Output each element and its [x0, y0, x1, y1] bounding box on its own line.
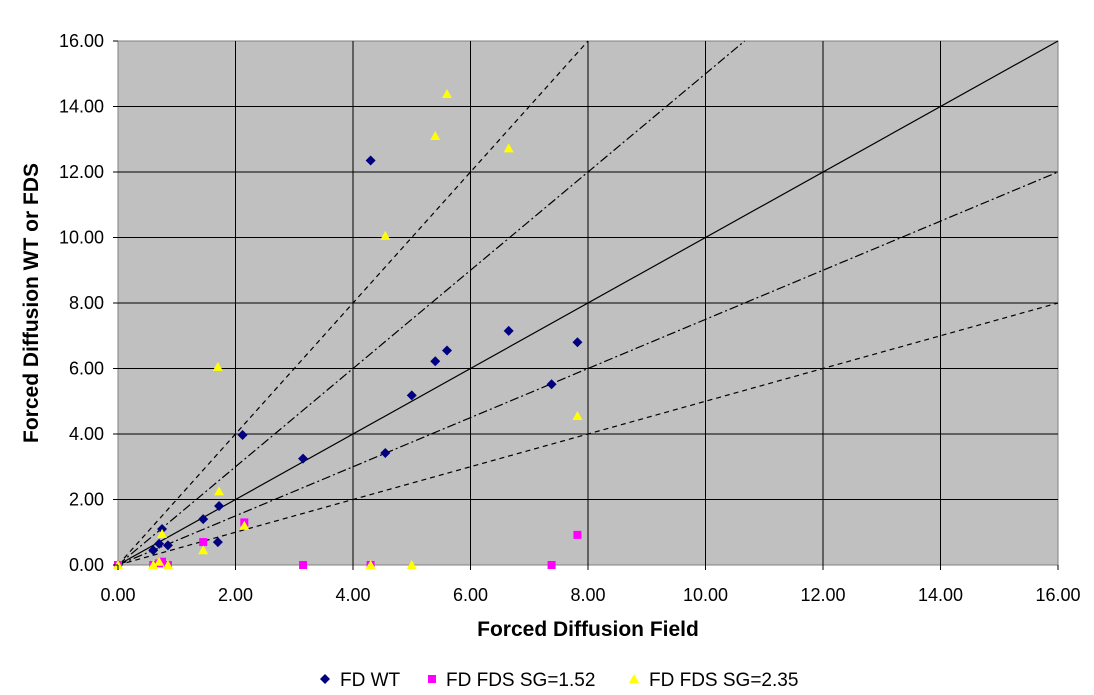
legend-label-fd-fds-1-52: FD FDS SG=1.52: [446, 670, 595, 691]
y-tick-label: 4.00: [69, 424, 104, 444]
marker-fd-fds-sg-2-35: [430, 130, 441, 140]
marker-fd-fds-sg-2-35: [154, 556, 165, 566]
marker-fd-wt: [298, 453, 309, 464]
legend-marker-fd-fds-1-52: [428, 675, 436, 683]
marker-fd-fds-sg-2-35: [157, 528, 168, 538]
y-tick-label: 8.00: [69, 293, 104, 313]
legend-label-fd-wt: FD WT: [340, 670, 401, 691]
x-tick-label: 10.00: [683, 585, 728, 605]
marker-fd-fds-sg-1-52: [573, 530, 582, 539]
x-tick-label: 12.00: [800, 585, 845, 605]
y-tick-label: 14.00: [59, 97, 104, 117]
x-tick-label: 16.00: [1035, 585, 1080, 605]
marker-fd-fds-sg-1-52: [547, 561, 556, 569]
x-tick-label: 14.00: [918, 585, 963, 605]
marker-fd-wt: [162, 540, 173, 551]
marker-fd-fds-sg-1-52: [199, 538, 208, 547]
y-tick-label: 16.00: [59, 31, 104, 51]
legend-marker-fd-wt: [320, 674, 330, 684]
marker-fd-wt: [365, 155, 376, 166]
data-markers: [113, 89, 583, 570]
marker-fd-fds-sg-2-35: [365, 560, 376, 569]
y-axis-ticks: 0.00 2.00 4.00 6.00 8.00 10.00 12.00 14.00 16.00: [59, 31, 118, 575]
marker-fd-wt: [406, 390, 417, 401]
marker-fd-fds-sg-1-52: [158, 557, 167, 566]
marker-fd-fds-sg-1-52: [299, 561, 308, 569]
x-axis-ticks: 0.00 2.00 4.00 6.00 8.00 10.00 12.00 14.00 16.00: [100, 565, 1081, 605]
x-tick-label: 2.00: [218, 585, 253, 605]
reference-line-slope-0.5: [117, 302, 1059, 566]
y-axis-title: Forced Diffusion WT or FDS: [20, 163, 43, 443]
marker-fd-wt: [214, 501, 225, 512]
marker-fd-fds-sg-2-35: [198, 545, 209, 555]
y-tick-label: 6.00: [69, 359, 104, 379]
x-axis-title: Forced Diffusion Field: [477, 618, 699, 641]
marker-fd-wt: [198, 514, 209, 525]
marker-fd-wt: [212, 537, 223, 548]
marker-fd-fds-sg-2-35: [442, 89, 452, 99]
marker-fd-wt: [503, 325, 514, 336]
marker-fd-fds-sg-2-35: [148, 560, 159, 569]
marker-fd-fds-sg-2-35: [503, 143, 514, 153]
marker-fd-fds-sg-2-35: [212, 361, 223, 371]
legend-marker-fd-fds-2-35: [629, 674, 639, 683]
x-tick-label: 8.00: [570, 585, 605, 605]
marker-fd-wt: [154, 538, 165, 549]
marker-fd-fds-sg-2-35: [380, 230, 391, 240]
marker-fd-fds-sg-2-35: [406, 560, 417, 569]
x-tick-label: 4.00: [335, 585, 370, 605]
reference-line-slope-1.5: [117, 40, 746, 566]
legend: FD WT FD FDS SG=1.52 FD FDS SG=2.35: [320, 670, 798, 691]
marker-fd-wt: [572, 337, 583, 348]
marker-fd-wt: [546, 379, 557, 390]
marker-fd-wt: [237, 429, 248, 440]
marker-fd-fds-sg-2-35: [214, 486, 225, 496]
marker-fd-fds-sg-2-35: [239, 520, 250, 530]
marker-fd-wt: [380, 447, 391, 458]
y-tick-label: 2.00: [69, 490, 104, 510]
reference-lines: [117, 40, 1059, 566]
marker-fd-fds-sg-2-35: [162, 560, 173, 569]
y-tick-label: 0.00: [69, 555, 104, 575]
marker-fd-wt: [148, 545, 159, 556]
y-tick-label: 12.00: [59, 162, 104, 182]
reference-line-slope-1: [117, 40, 1059, 566]
marker-fd-wt: [430, 356, 441, 367]
reference-line-slope-2: [117, 40, 589, 566]
legend-label-fd-fds-2-35: FD FDS SG=2.35: [649, 670, 798, 691]
x-tick-label: 0.00: [100, 585, 135, 605]
marker-fd-fds-sg-2-35: [572, 410, 583, 420]
y-tick-label: 10.00: [59, 228, 104, 248]
marker-fd-wt: [442, 345, 452, 356]
x-tick-label: 6.00: [453, 585, 488, 605]
